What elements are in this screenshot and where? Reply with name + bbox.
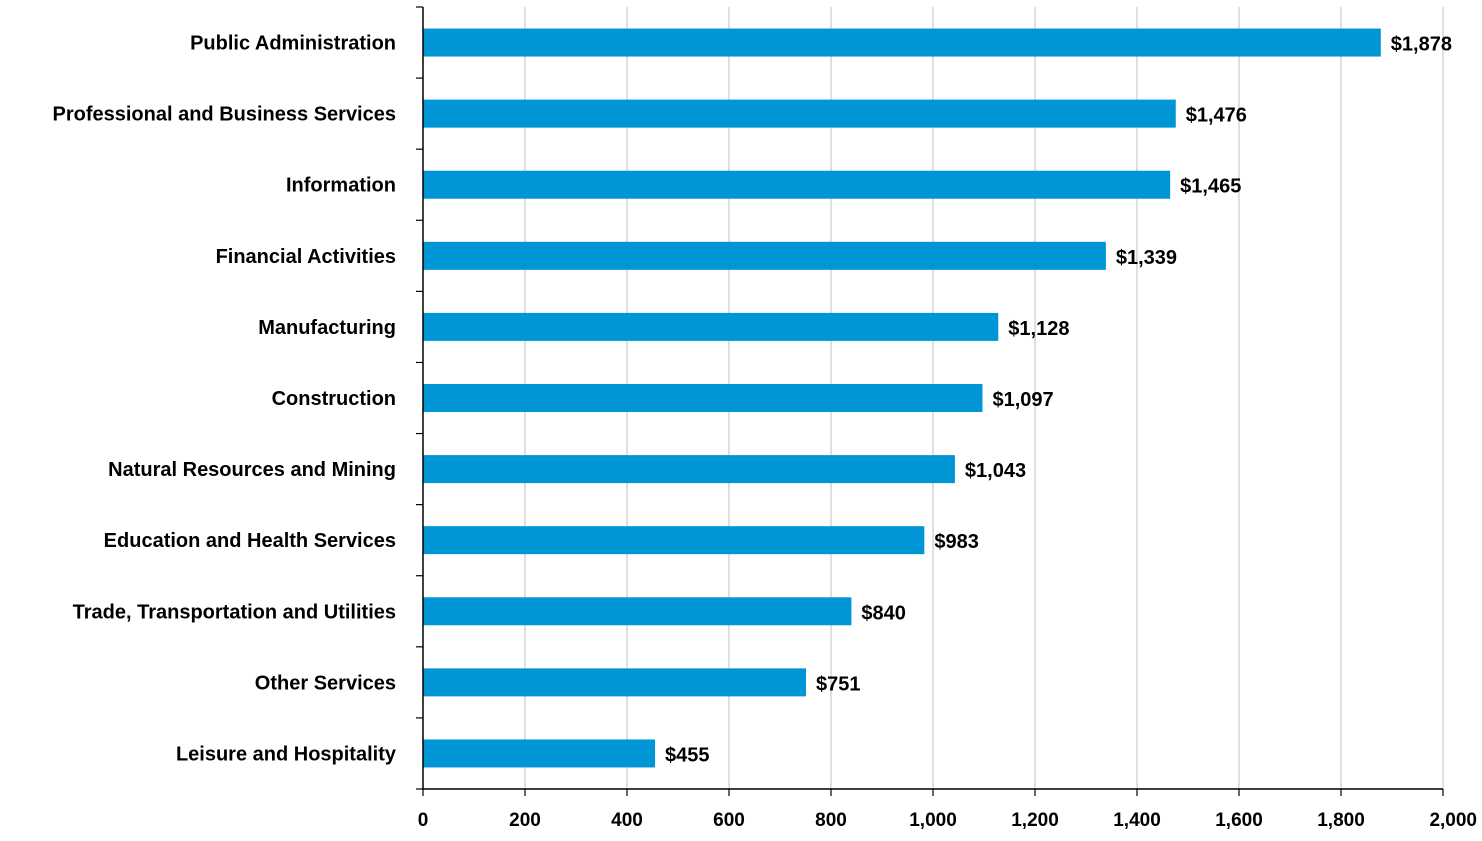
bar: [423, 171, 1170, 199]
category-label: Natural Resources and Mining: [108, 459, 396, 481]
category-label: Other Services: [255, 672, 396, 694]
bar: [423, 739, 655, 767]
x-tick-label: 1,800: [1317, 810, 1365, 831]
x-tick-label: 1,600: [1215, 810, 1263, 831]
category-label: Manufacturing: [258, 317, 396, 339]
data-label: $1,128: [1008, 318, 1069, 340]
x-tick-label: 1,200: [1011, 810, 1059, 831]
bar: [423, 100, 1176, 128]
category-label: Public Administration: [190, 33, 396, 55]
x-tick-label: 1,400: [1113, 810, 1161, 831]
bar: [423, 29, 1381, 57]
bar: [423, 597, 851, 625]
bar: [423, 668, 806, 696]
data-label: $1,476: [1186, 105, 1247, 127]
category-label: Construction: [272, 388, 396, 410]
bar: [423, 313, 998, 341]
category-label: Information: [286, 175, 396, 197]
data-label: $1,878: [1391, 34, 1452, 56]
x-tick-label: 0: [418, 810, 429, 831]
bar: [423, 384, 982, 412]
bar: [423, 455, 955, 483]
x-tick-label: 1,000: [909, 810, 957, 831]
bar: [423, 526, 924, 554]
labels: Public Administration $1,878 Professional …: [53, 33, 1478, 831]
data-label: $1,339: [1116, 247, 1177, 269]
x-tick-label: 600: [713, 810, 745, 831]
x-tick-label: 800: [815, 810, 847, 831]
x-tick-label: 400: [611, 810, 643, 831]
data-label: $983: [934, 531, 979, 553]
category-label: Trade, Transportation and Utilities: [73, 601, 396, 623]
category-label: Education and Health Services: [104, 530, 396, 552]
bars: [423, 29, 1381, 768]
bar: [423, 242, 1106, 270]
category-label: Financial Activities: [216, 246, 396, 268]
data-label: $1,465: [1180, 176, 1241, 198]
category-label: Leisure and Hospitality: [176, 743, 397, 765]
category-label: Professional and Business Services: [53, 104, 397, 126]
x-tick-label: 200: [509, 810, 541, 831]
data-label: $840: [861, 602, 906, 624]
data-label: $1,097: [992, 389, 1053, 411]
x-tick-label: 2,000: [1429, 810, 1477, 831]
data-label: $751: [816, 673, 861, 695]
data-label: $455: [665, 744, 710, 766]
data-label: $1,043: [965, 460, 1026, 482]
